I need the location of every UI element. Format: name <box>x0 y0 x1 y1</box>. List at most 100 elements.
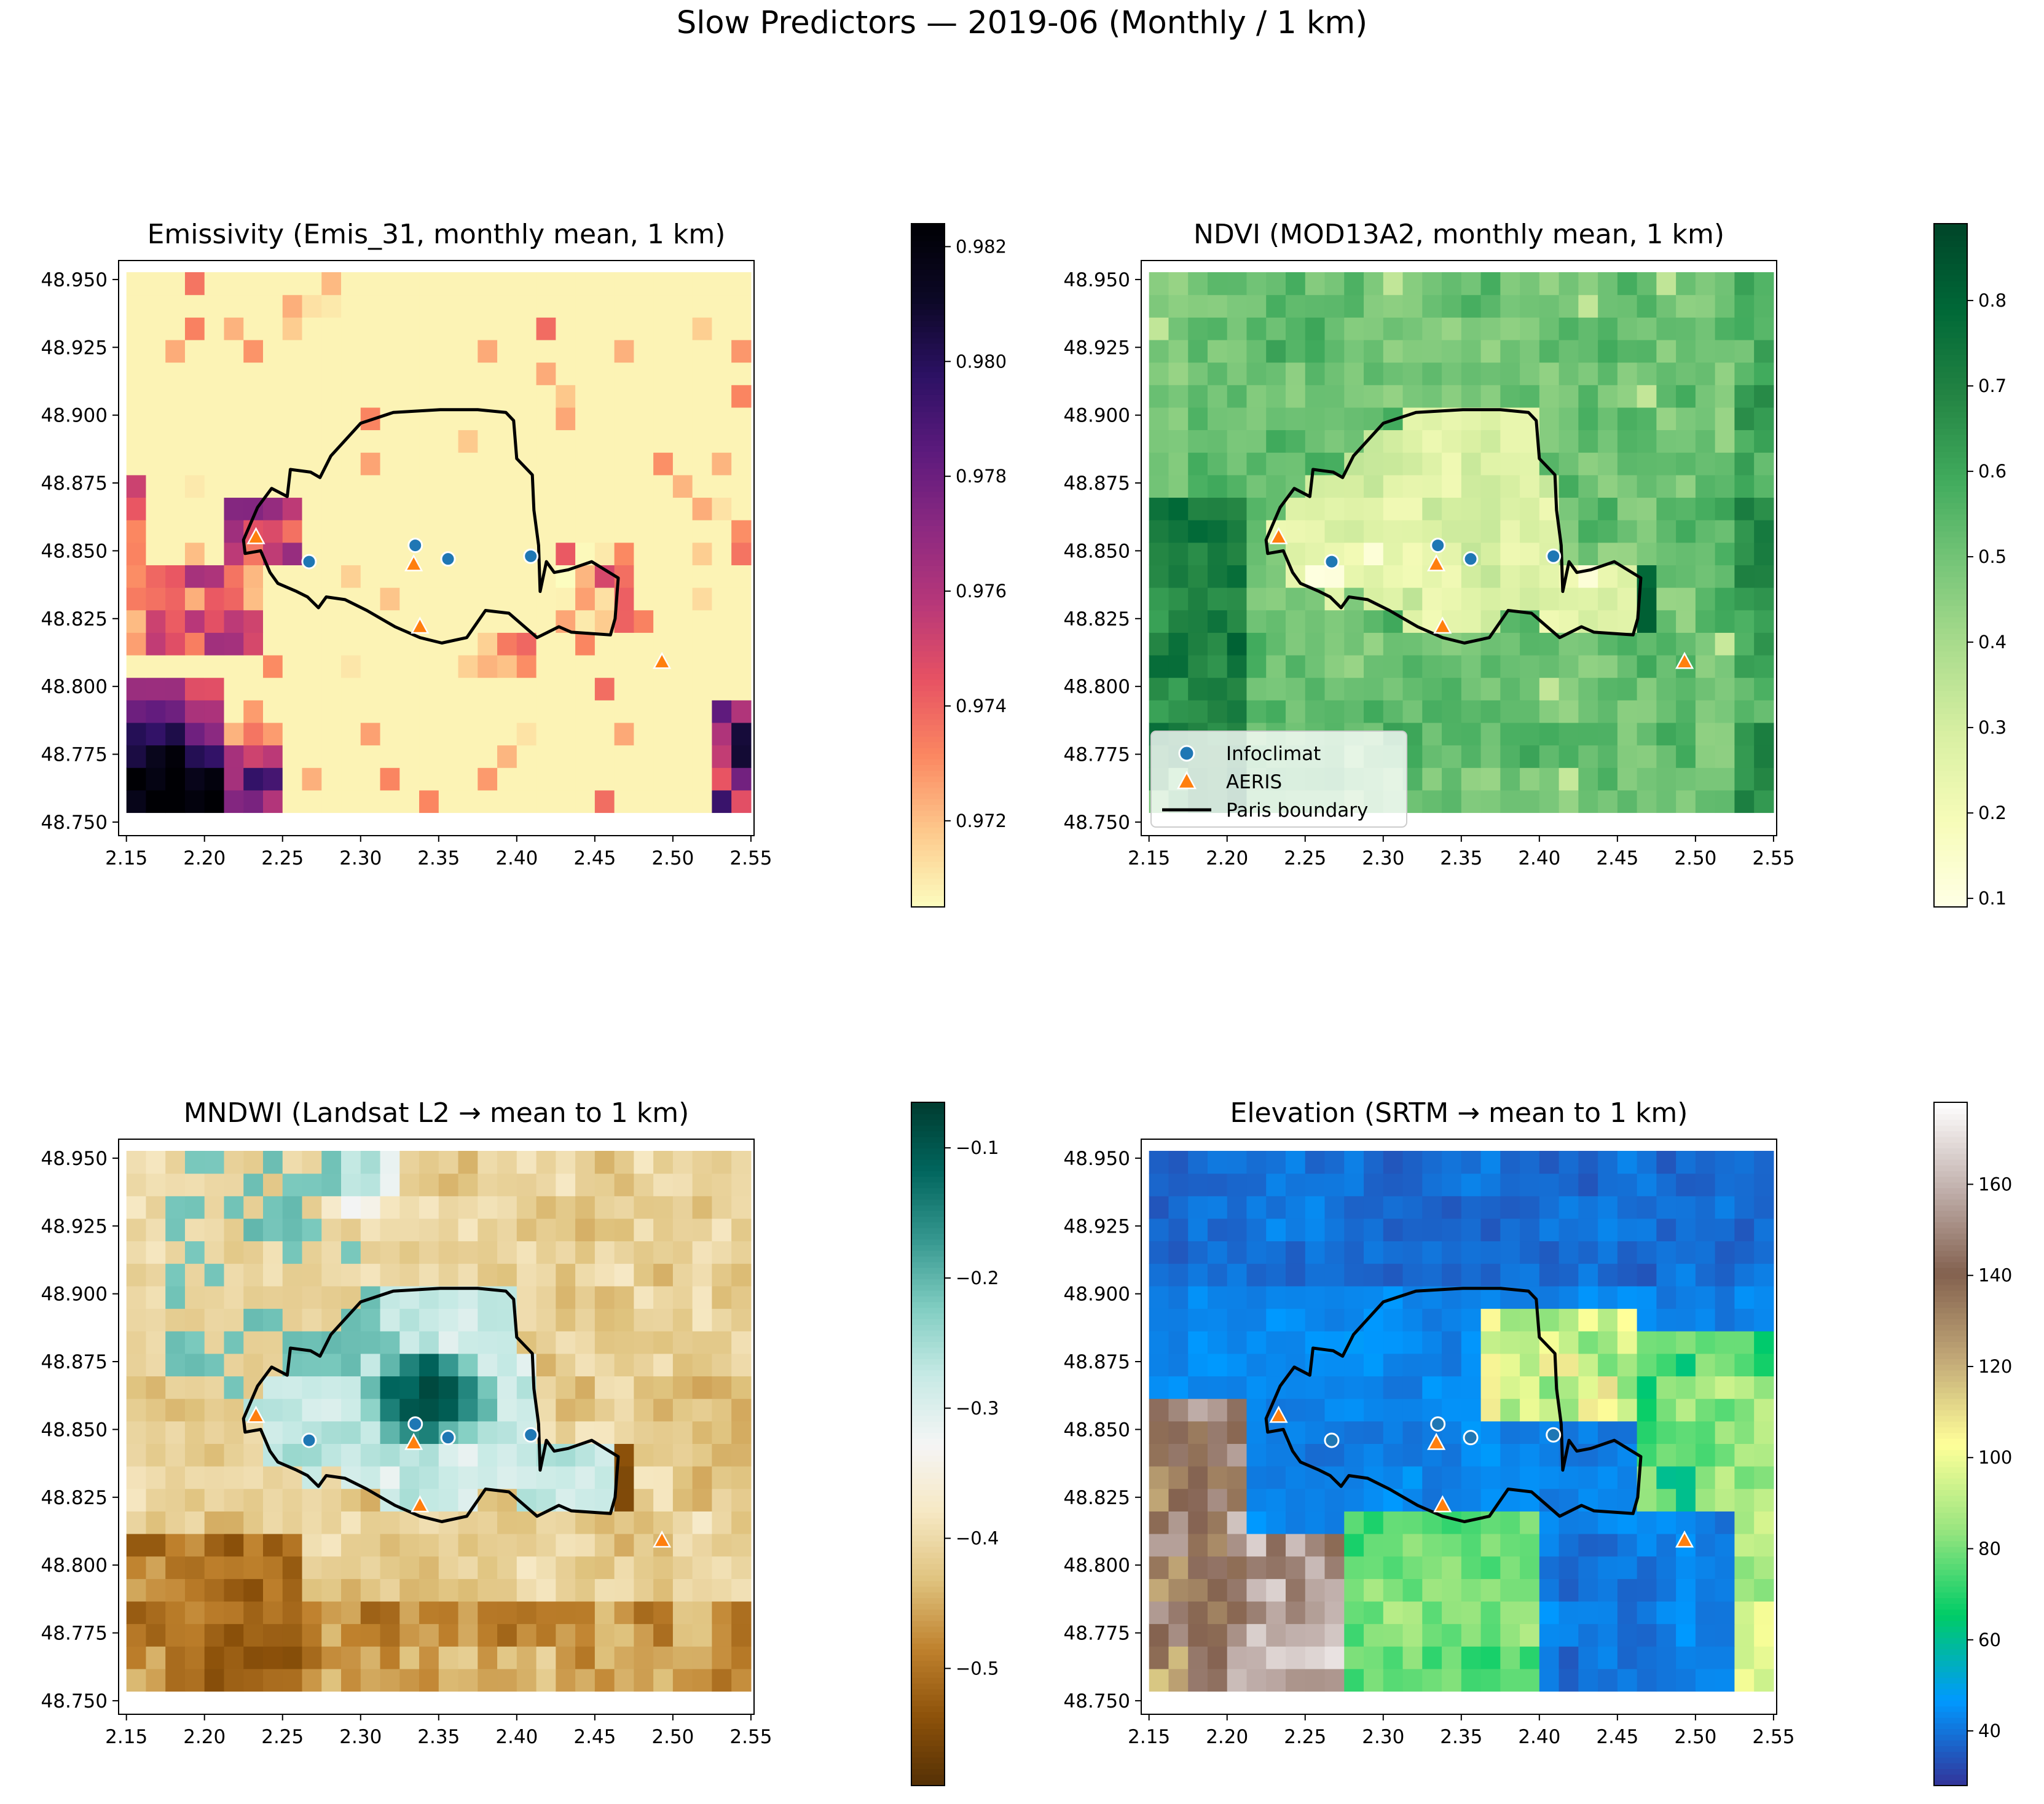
heatmap-cell <box>594 1263 615 1287</box>
heatmap-cell <box>341 722 361 746</box>
colorbar-segment <box>1934 1210 1967 1217</box>
heatmap-cell <box>399 1263 420 1287</box>
colorbar-segment <box>911 793 945 799</box>
heatmap-cell <box>184 1218 205 1242</box>
heatmap-cell <box>1754 407 1774 431</box>
heatmap-cell <box>1461 677 1482 700</box>
heatmap-cell <box>1402 587 1423 611</box>
heatmap-cell <box>380 362 400 385</box>
heatmap-cell <box>1402 1376 1423 1399</box>
heatmap-cell <box>672 474 693 498</box>
heatmap-cell <box>731 1601 752 1625</box>
heatmap-cell <box>224 1646 244 1669</box>
colorbar-segment <box>1934 457 1967 463</box>
heatmap-cell <box>1480 362 1501 385</box>
heatmap-cell <box>224 452 244 476</box>
heatmap-cell <box>1422 1150 1442 1174</box>
heatmap-cell <box>672 1398 693 1422</box>
heatmap-cell <box>634 272 654 296</box>
heatmap-cell <box>146 429 166 453</box>
heatmap-cell <box>536 767 556 791</box>
heatmap-cell <box>712 362 732 385</box>
heatmap-cell <box>1324 294 1345 318</box>
colorbar-segment <box>911 1364 945 1371</box>
colorbar-segment <box>911 468 945 475</box>
heatmap-cell <box>1715 1196 1735 1219</box>
heatmap-cell <box>1676 1173 1696 1196</box>
colorbar-segment <box>1934 1296 1967 1303</box>
heatmap-cell <box>458 1668 478 1692</box>
colorbar-segment <box>1934 1415 1967 1422</box>
heatmap-cell <box>1168 1241 1189 1264</box>
heatmap-cell <box>556 474 576 498</box>
heatmap-cell <box>1188 339 1208 363</box>
colorbar-segment <box>1934 616 1967 623</box>
colorbar-segment <box>911 775 945 782</box>
colorbar-segment <box>1934 1768 1967 1775</box>
heatmap-cell <box>165 452 186 476</box>
heatmap-cell <box>1168 385 1189 408</box>
heatmap-cell <box>672 362 693 385</box>
heatmap-cell <box>399 1601 420 1625</box>
heatmap-cell <box>184 677 205 700</box>
heatmap-cell <box>653 452 674 476</box>
heatmap-cell <box>1402 497 1423 520</box>
heatmap-cell <box>146 745 166 768</box>
colorbar-segment <box>911 1188 945 1194</box>
colorbar-segment <box>1934 1341 1967 1348</box>
colorbar-segment <box>911 1415 945 1422</box>
heatmap-cell <box>1480 1398 1501 1422</box>
heatmap-cell <box>1695 1556 1716 1579</box>
heatmap-cell <box>731 1443 752 1467</box>
colorbar-segment <box>911 1575 945 1582</box>
heatmap-cell <box>692 1241 713 1264</box>
heatmap-cell <box>1676 272 1696 296</box>
heatmap-cell <box>263 1488 283 1512</box>
heatmap-cell <box>1207 587 1228 611</box>
heatmap-cell <box>204 722 225 746</box>
heatmap-cell <box>1286 1398 1306 1422</box>
heatmap-cell <box>341 474 361 498</box>
heatmap-cell <box>204 1668 225 1692</box>
heatmap-cell <box>1442 317 1462 340</box>
heatmap-cell <box>321 1623 342 1647</box>
colorbar-tick-label: 0.8 <box>1978 290 2007 311</box>
heatmap-cell <box>321 1398 342 1422</box>
heatmap-cell <box>380 1443 400 1467</box>
heatmap-cell <box>321 677 342 700</box>
heatmap-cell <box>1656 1668 1676 1692</box>
heatmap-cell <box>204 610 225 633</box>
heatmap-cell <box>1207 542 1228 565</box>
colorbar-tick-label: 0.6 <box>1978 461 2007 482</box>
heatmap-cell <box>1402 565 1423 588</box>
heatmap-cell <box>1695 677 1716 700</box>
heatmap-cell <box>1149 474 1169 498</box>
heatmap-cell <box>380 632 400 656</box>
heatmap-cell <box>419 1646 439 1669</box>
heatmap-cell <box>419 1668 439 1692</box>
colorbar-segment <box>911 1256 945 1263</box>
heatmap-cell <box>302 1263 322 1287</box>
heatmap-cell <box>672 1623 693 1647</box>
heatmap-cell <box>438 654 459 678</box>
heatmap-cell <box>126 429 147 453</box>
heatmap-cell <box>1578 700 1598 723</box>
heatmap-cell <box>692 1466 713 1489</box>
heatmap-cell <box>478 1623 498 1647</box>
heatmap-cell <box>672 745 693 768</box>
heatmap-cell <box>575 767 596 791</box>
heatmap-cell <box>575 1241 596 1264</box>
heatmap-cell <box>224 1331 244 1354</box>
heatmap-cell <box>1559 1263 1579 1287</box>
heatmap-cell <box>1442 1466 1462 1489</box>
heatmap-cell <box>1324 474 1345 498</box>
heatmap-cell <box>1500 1511 1520 1534</box>
heatmap-cell <box>614 385 634 408</box>
heatmap-cell <box>1286 272 1306 296</box>
heatmap-cell <box>556 767 576 791</box>
colorbar-segment <box>1934 1182 1967 1188</box>
heatmap-cell <box>1207 1196 1228 1219</box>
heatmap-cell <box>224 767 244 791</box>
heatmap-cell <box>1149 1511 1169 1534</box>
heatmap-cell <box>1246 1443 1267 1467</box>
